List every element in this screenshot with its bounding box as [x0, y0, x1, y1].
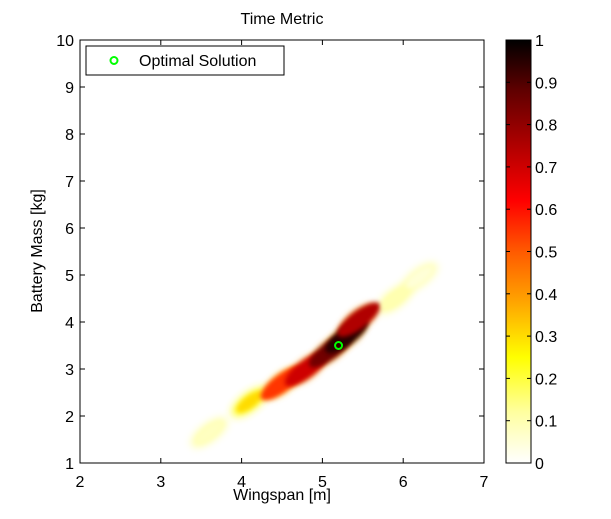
heat-cell — [337, 302, 381, 337]
colorbar-tick-label: 0.5 — [535, 245, 557, 262]
colorbar-tick-label: 0 — [535, 456, 544, 473]
y-tick-label: 5 — [65, 268, 74, 285]
optimal-solution-marker — [334, 341, 344, 350]
colorbar-tick-label: 0.4 — [535, 287, 557, 304]
x-tick-label: 3 — [156, 474, 165, 491]
colorbar-tick-label: 0.6 — [535, 202, 557, 219]
chart-title: Time Metric — [241, 11, 324, 28]
y-tick-label: 3 — [65, 362, 74, 379]
y-tick-label: 1 — [65, 456, 74, 473]
legend-label: Optimal Solution — [139, 53, 256, 70]
x-tick-label: 2 — [76, 474, 85, 491]
y-tick-label: 7 — [65, 174, 74, 191]
colorbar-tick-label: 0.2 — [535, 371, 557, 388]
plot-frame — [79, 39, 485, 464]
x-tick-label: 4 — [237, 474, 246, 491]
heatmap-region — [190, 262, 438, 448]
y-axis-ticks: 1 2 3 4 5 6 7 8 9 10 — [56, 33, 484, 473]
heat-cell — [196, 421, 223, 444]
x-axis-label: Wingspan [m] — [233, 487, 331, 504]
y-tick-label: 4 — [65, 315, 74, 332]
y-tick-label: 10 — [56, 33, 74, 50]
x-tick-label: 7 — [480, 474, 489, 491]
x-tick-label: 6 — [399, 474, 408, 491]
heat-cell — [381, 287, 409, 310]
colorbar-tick-label: 0.1 — [535, 414, 557, 431]
colorbar-tick-label: 1 — [535, 33, 544, 50]
y-tick-label: 2 — [65, 409, 74, 426]
colorbar-ticks: 0 0.1 0.2 0.3 0.4 0.5 0.6 0.7 0.8 0.9 1 — [506, 33, 557, 473]
y-axis-label: Battery Mass [kg] — [29, 189, 46, 313]
heat-cell — [236, 391, 263, 413]
colorbar-tick-label: 0.9 — [535, 75, 557, 92]
y-tick-label: 9 — [65, 80, 74, 97]
x-tick-label: 5 — [318, 474, 327, 491]
x-axis-ticks: 2 3 4 5 6 7 — [76, 40, 489, 491]
colorbar-tick-label: 0.8 — [535, 118, 557, 135]
y-tick-label: 8 — [65, 127, 74, 144]
plot-area — [80, 40, 484, 463]
colorbar-tick-label: 0.3 — [535, 329, 557, 346]
legend-box — [85, 45, 285, 76]
colorbar-tick-label: 0.7 — [535, 160, 557, 177]
y-tick-label: 6 — [65, 221, 74, 238]
legend-marker-icon — [109, 56, 119, 65]
heat-cell — [406, 266, 433, 289]
legend: Optimal Solution — [85, 45, 285, 76]
